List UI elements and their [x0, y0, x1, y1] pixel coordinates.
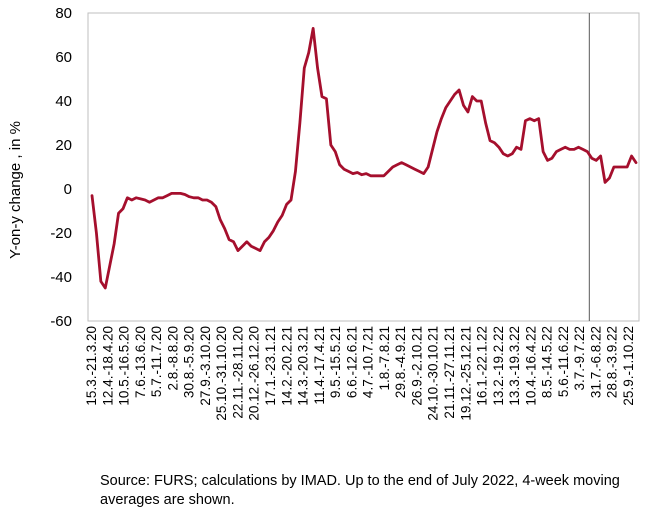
x-tick-label: 11.4.-17.4.21	[312, 326, 327, 405]
x-tick-label: 25.10.-31.10.20	[214, 326, 229, 421]
y-tick-label: -60	[50, 313, 72, 330]
x-tick-label: 20.12.-26.12.20	[247, 326, 262, 421]
x-tick-label: 16.1.-22.1.22	[475, 326, 490, 406]
x-tick-label: 22.11.-28.11.20	[230, 326, 245, 419]
y-tick-label: -40	[50, 269, 72, 286]
y-tick-label: 0	[64, 181, 72, 198]
x-tick-label: 5.7.-11.7.20	[149, 326, 164, 397]
x-tick-label: 10.5.-16.5.20	[117, 326, 132, 406]
x-tick-label: 15.3.-21.3.20	[84, 326, 99, 406]
x-tick-label: 9.5.-15.5.21	[328, 326, 343, 398]
x-tick-label: 17.1.-23.1.21	[263, 326, 278, 406]
y-tick-label: 20	[55, 137, 72, 154]
x-tick-label: 7.6.-13.6.20	[133, 326, 148, 398]
y-tick-label: 40	[55, 93, 72, 110]
x-tick-label: 5.6.-11.6.22	[556, 326, 571, 397]
y-axis-label: Y-on-y change , in %	[7, 121, 24, 259]
x-tick-label: 26.9.-2.10.21	[409, 326, 424, 406]
x-tick-label: 3.7.-9.7.22	[572, 326, 587, 391]
x-tick-label: 13.3.-19.3.22	[507, 326, 522, 406]
x-tick-label: 25.9.-1.10.22	[621, 326, 636, 406]
series-layer	[90, 27, 638, 290]
x-tick-label: 10.4.-16.4.22	[523, 326, 538, 406]
x-tick-label: 29.8.-4.9.21	[393, 326, 408, 398]
y-tick-label: 60	[55, 49, 72, 66]
x-tick-label: 6.6.-12.6.21	[344, 326, 359, 398]
x-tick-label: 2.8.-8.8.20	[165, 326, 180, 391]
x-tick-label: 4.7.-10.7.21	[361, 326, 376, 398]
x-tick-label: 28.8.-3.9.22	[605, 326, 620, 398]
x-tick-label: 21.11.-27.11.21	[442, 326, 457, 419]
x-tick-label: 27.9.-3.10.20	[198, 326, 213, 406]
x-tick-label: 30.8.-5.9.20	[182, 326, 197, 398]
plot-area-border	[87, 12, 640, 322]
x-tick-label: 31.7.-6.8.22	[588, 326, 603, 398]
x-tick-label: 1.8.-7.8.21	[377, 326, 392, 391]
series-line	[90, 27, 638, 290]
x-tick-label: 14.2.-20.2.21	[279, 326, 294, 406]
x-tick-label: 14.3.-20.3.21	[296, 326, 311, 406]
x-tick-label: 13.2.-19.2.22	[491, 326, 506, 406]
plot-frame	[87, 12, 640, 322]
source-note: Source: FURS; calculations by IMAD. Up t…	[100, 473, 620, 508]
x-tick-label: 24.10.-30.10.21	[426, 326, 441, 421]
line-chart: -60 -40 -20 0 20 40 60 80 15.3.-21.3.20 12.4.-18…	[7, 5, 640, 421]
x-tick-label: 8.5.-14.5.22	[540, 326, 555, 398]
y-axis-ticks: -60 -40 -20 0 20 40 60 80	[50, 5, 72, 330]
y-tick-label: -20	[50, 225, 72, 242]
x-tick-label: 19.12.-25.12.21	[458, 326, 473, 421]
x-axis-ticks: 15.3.-21.3.20 12.4.-18.4.20 10.5.-16.5.20 7…	[84, 326, 636, 421]
y-tick-label: 80	[55, 5, 72, 22]
x-tick-label: 12.4.-18.4.20	[100, 326, 115, 406]
